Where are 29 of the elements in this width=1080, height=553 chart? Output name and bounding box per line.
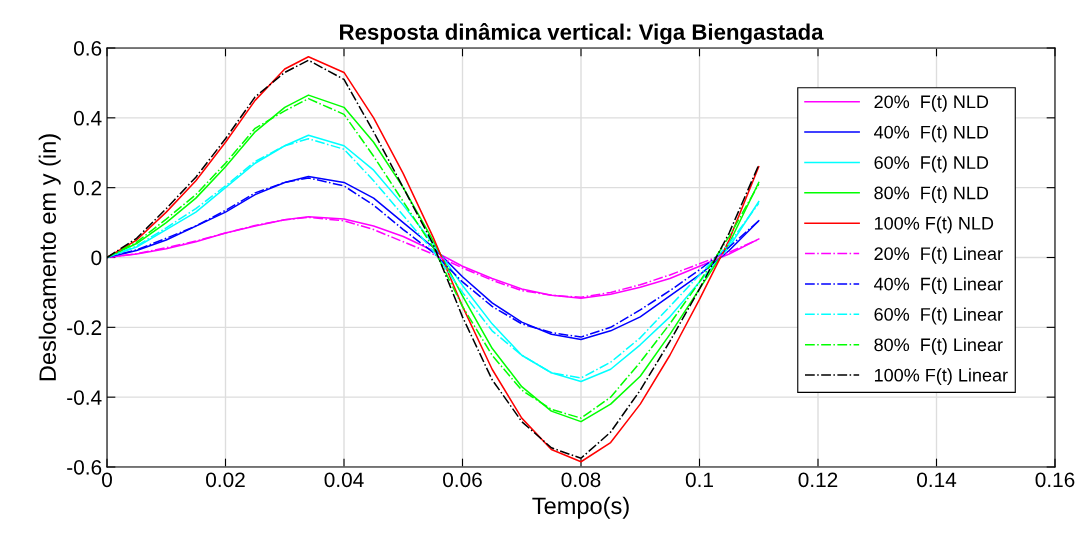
y-tick-label: 0.4 <box>73 110 102 126</box>
legend-label: 20% F(t) NLD <box>874 94 989 112</box>
legend-label: 40% F(t) Linear <box>874 277 1003 294</box>
x-axis-title: Tempo(s) <box>532 496 629 519</box>
y-tick-label: 0.6 <box>73 41 102 56</box>
x-tick-label: 0.08 <box>561 472 601 488</box>
x-tick-label: 0.06 <box>443 472 482 488</box>
legend-label: 80% F(t) Linear <box>874 337 1003 355</box>
y-tick-label: -0.2 <box>67 320 102 336</box>
x-tick-label: 0.1 <box>685 472 713 488</box>
legend-label: 80% F(t) NLD <box>874 186 989 203</box>
legend-label: 60% F(t) Linear <box>874 307 1003 325</box>
y-tick-label: 0 <box>91 250 102 266</box>
y-tick-label: 0.2 <box>73 180 102 196</box>
x-tick-label: 0.12 <box>798 472 838 488</box>
x-tick-label: 0.02 <box>206 472 245 488</box>
legend-label: 100% F(t) Linear <box>874 368 1008 386</box>
legend-label: 60% F(t) NLD <box>874 155 989 173</box>
legend-label: 100% F(t) NLD <box>874 216 994 234</box>
x-tick-label: 0.04 <box>324 472 364 488</box>
legend-label: 20% F(t) Linear <box>874 246 1003 264</box>
chart-title: Resposta dinâmica vertical: Viga Biengastada <box>340 23 824 45</box>
legend-label: 40% F(t) NLD <box>874 125 989 143</box>
y-axis-title: Deslocamento em y (in) <box>38 134 61 381</box>
x-tick-label: 0.14 <box>917 472 957 488</box>
y-tick-label: -0.4 <box>67 390 102 405</box>
x-tick-label: 0.16 <box>1035 472 1075 488</box>
x-tick-label: 0 <box>102 472 112 488</box>
y-tick-label: -0.6 <box>67 460 102 475</box>
